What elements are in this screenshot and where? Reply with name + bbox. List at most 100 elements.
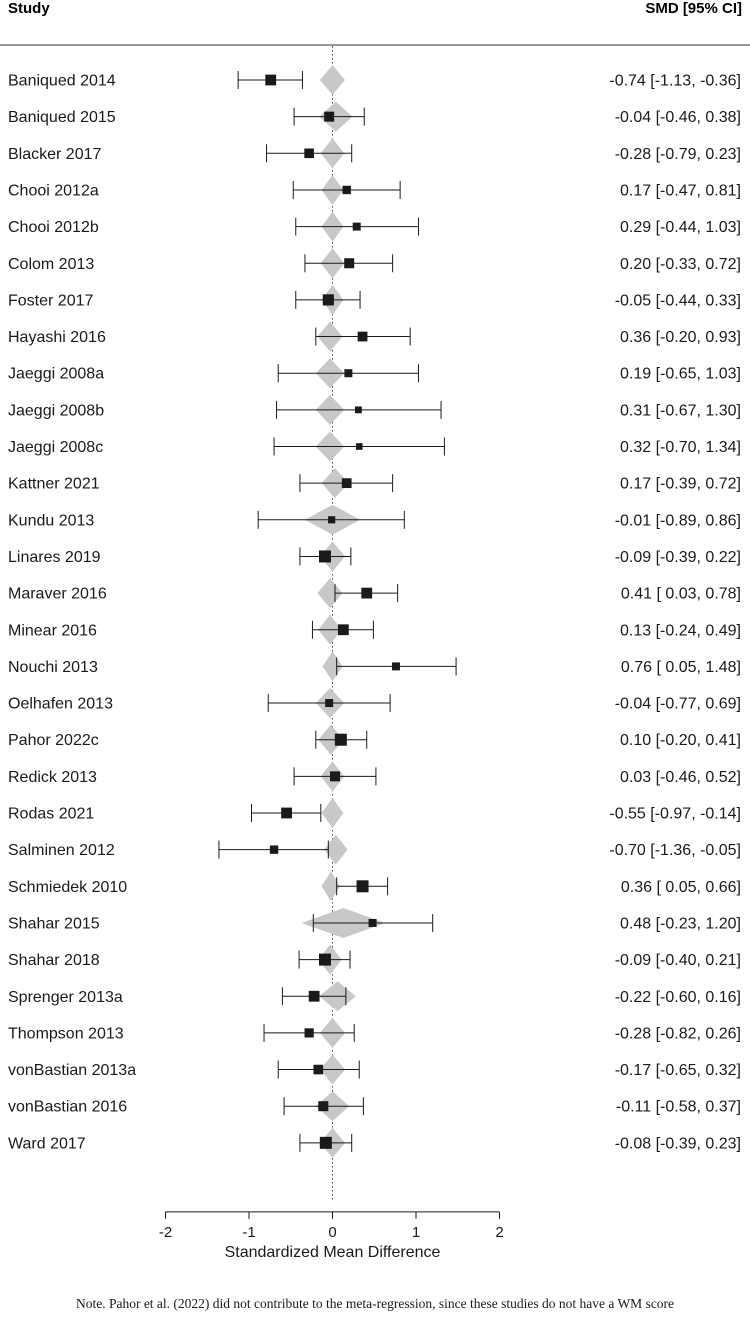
- effect-ci-label: -0.55 [-0.97, -0.14]: [609, 806, 741, 823]
- study-label: Kundu 2013: [8, 512, 94, 529]
- study-label: Kattner 2021: [8, 476, 100, 493]
- effect-ci-label: 0.48 [-0.23, 1.20]: [620, 915, 741, 932]
- x-tick-label: -2: [159, 1224, 172, 1241]
- point-estimate: [354, 406, 362, 414]
- study-label: Jaeggi 2008c: [8, 439, 103, 456]
- x-axis: -2 -1 0 1 2 Standardized Mean Difference: [159, 1211, 504, 1261]
- fitted-diamond: [321, 871, 341, 902]
- study-rows: Baniqued 2014 -0.74 [-1.13, -0.36] Banique…: [8, 46, 741, 1200]
- effect-ci-label: -0.01 [-0.89, 0.86]: [615, 512, 741, 529]
- column-header-study: Study: [8, 0, 50, 17]
- point-estimate: [368, 918, 377, 927]
- point-estimate: [318, 953, 331, 966]
- effect-ci-label: 0.36 [ 0.05, 0.66]: [621, 879, 741, 896]
- x-axis-title: Standardized Mean Difference: [225, 1244, 441, 1261]
- study-label: Foster 2017: [8, 292, 93, 309]
- study-label: Chooi 2012a: [8, 182, 99, 199]
- fitted-diamond: [324, 834, 348, 865]
- point-estimate: [342, 185, 351, 195]
- study-row: Jaeggi 2008b 0.31 [-0.67, 1.30]: [8, 394, 741, 425]
- fitted-diamond: [317, 578, 343, 609]
- study-row: Hayashi 2016 0.36 [-0.20, 0.93]: [8, 321, 741, 352]
- effect-ci-label: -0.08 [-0.39, 0.23]: [615, 1135, 741, 1152]
- effect-ci-label: -0.17 [-0.65, 0.32]: [615, 1062, 741, 1079]
- study-row: vonBastian 2013a -0.17 [-0.65, 0.32]: [8, 1054, 741, 1085]
- study-row: Oelhafen 2013 -0.04 [-0.77, 0.69]: [8, 688, 741, 719]
- effect-ci-label: 0.20 [-0.33, 0.72]: [620, 256, 741, 273]
- study-label: Oelhafen 2013: [8, 696, 113, 713]
- study-row: Minear 2016 0.13 [-0.24, 0.49]: [8, 614, 741, 645]
- study-label: Shahar 2015: [8, 915, 100, 932]
- fitted-diamond: [321, 798, 344, 828]
- effect-ci-label: -0.28 [-0.79, 0.23]: [615, 146, 741, 163]
- study-label: Blacker 2017: [8, 146, 101, 163]
- study-label: Baniqued 2015: [8, 109, 116, 126]
- point-estimate: [325, 699, 334, 708]
- study-label: vonBastian 2013a: [8, 1062, 136, 1079]
- effect-ci-label: 0.31 [-0.67, 1.30]: [620, 402, 741, 419]
- study-row: Rodas 2021 -0.55 [-0.97, -0.14]: [8, 798, 741, 828]
- effect-ci-label: -0.74 [-1.13, -0.36]: [609, 73, 741, 90]
- effect-ci-label: 0.36 [-0.20, 0.93]: [620, 329, 741, 346]
- point-estimate: [269, 845, 279, 854]
- point-estimate: [355, 443, 363, 450]
- point-estimate: [344, 258, 355, 269]
- study-label: Colom 2013: [8, 256, 94, 273]
- point-estimate: [265, 74, 277, 86]
- point-estimate: [330, 771, 341, 782]
- point-estimate: [304, 1028, 314, 1038]
- study-row: Salminen 2012 -0.70 [-1.36, -0.05]: [8, 834, 741, 865]
- study-label: Thompson 2013: [8, 1025, 124, 1042]
- study-label: Maraver 2016: [8, 586, 107, 603]
- study-row: Ward 2017 -0.08 [-0.39, 0.23]: [8, 1127, 741, 1158]
- effect-ci-label: -0.05 [-0.44, 0.33]: [615, 292, 741, 309]
- effect-ci-label: -0.11 [-0.58, 0.37]: [616, 1099, 741, 1116]
- study-label: Rodas 2021: [8, 806, 94, 823]
- point-estimate: [391, 662, 400, 671]
- point-estimate: [324, 111, 335, 122]
- study-label: Salminen 2012: [8, 842, 115, 859]
- study-label: Minear 2016: [8, 622, 97, 639]
- study-row: Linares 2019 -0.09 [-0.39, 0.22]: [8, 541, 741, 572]
- effect-ci-label: 0.41 [ 0.03, 0.78]: [621, 586, 741, 603]
- effect-ci-label: 0.10 [-0.20, 0.41]: [620, 732, 741, 749]
- point-estimate: [361, 587, 373, 599]
- point-estimate: [318, 1101, 329, 1112]
- effect-ci-label: 0.13 [-0.24, 0.49]: [620, 622, 741, 639]
- effect-ci-label: -0.22 [-0.60, 0.16]: [615, 989, 741, 1006]
- point-estimate: [318, 550, 331, 563]
- study-row: Chooi 2012a 0.17 [-0.47, 0.81]: [8, 174, 741, 205]
- point-estimate: [281, 807, 292, 819]
- effect-ci-label: 0.76 [ 0.05, 1.48]: [621, 659, 741, 676]
- study-label: Jaeggi 2008b: [8, 402, 104, 419]
- effect-ci-label: 0.17 [-0.39, 0.72]: [620, 476, 741, 493]
- point-estimate: [313, 1064, 324, 1075]
- study-label: Chooi 2012b: [8, 219, 99, 236]
- study-row: Maraver 2016 0.41 [ 0.03, 0.78]: [8, 578, 741, 609]
- study-row: Schmiedek 2010 0.36 [ 0.05, 0.66]: [8, 871, 741, 902]
- point-estimate: [322, 294, 334, 306]
- effect-ci-label: 0.17 [-0.47, 0.81]: [620, 182, 741, 199]
- study-row: Sprenger 2013a -0.22 [-0.60, 0.16]: [8, 981, 741, 1012]
- study-label: Shahar 2018: [8, 952, 100, 969]
- effect-ci-label: -0.09 [-0.39, 0.22]: [615, 549, 741, 566]
- study-row: Baniqued 2014 -0.74 [-1.13, -0.36]: [8, 65, 741, 95]
- study-row: vonBastian 2016 -0.11 [-0.58, 0.37]: [8, 1091, 741, 1122]
- point-estimate: [328, 516, 336, 524]
- point-estimate: [334, 733, 347, 746]
- effect-ci-label: 0.29 [-0.44, 1.03]: [620, 219, 741, 236]
- point-estimate: [319, 1136, 332, 1149]
- fitted-diamond: [322, 651, 343, 682]
- study-row: Jaeggi 2008c 0.32 [-0.70, 1.34]: [8, 431, 741, 462]
- study-row: Redick 2013 0.03 [-0.46, 0.52]: [8, 761, 741, 792]
- point-estimate: [304, 148, 314, 159]
- x-tick-label: -1: [242, 1224, 255, 1241]
- study-label: Hayashi 2016: [8, 329, 106, 346]
- effect-ci-label: 0.03 [-0.46, 0.52]: [620, 769, 741, 786]
- study-row: Blacker 2017 -0.28 [-0.79, 0.23]: [8, 138, 741, 169]
- study-label: Ward 2017: [8, 1135, 86, 1152]
- study-label: Sprenger 2013a: [8, 989, 123, 1006]
- study-label: Pahor 2022c: [8, 732, 99, 749]
- study-row: Colom 2013 0.20 [-0.33, 0.72]: [8, 248, 741, 279]
- x-tick-label: 0: [328, 1224, 336, 1241]
